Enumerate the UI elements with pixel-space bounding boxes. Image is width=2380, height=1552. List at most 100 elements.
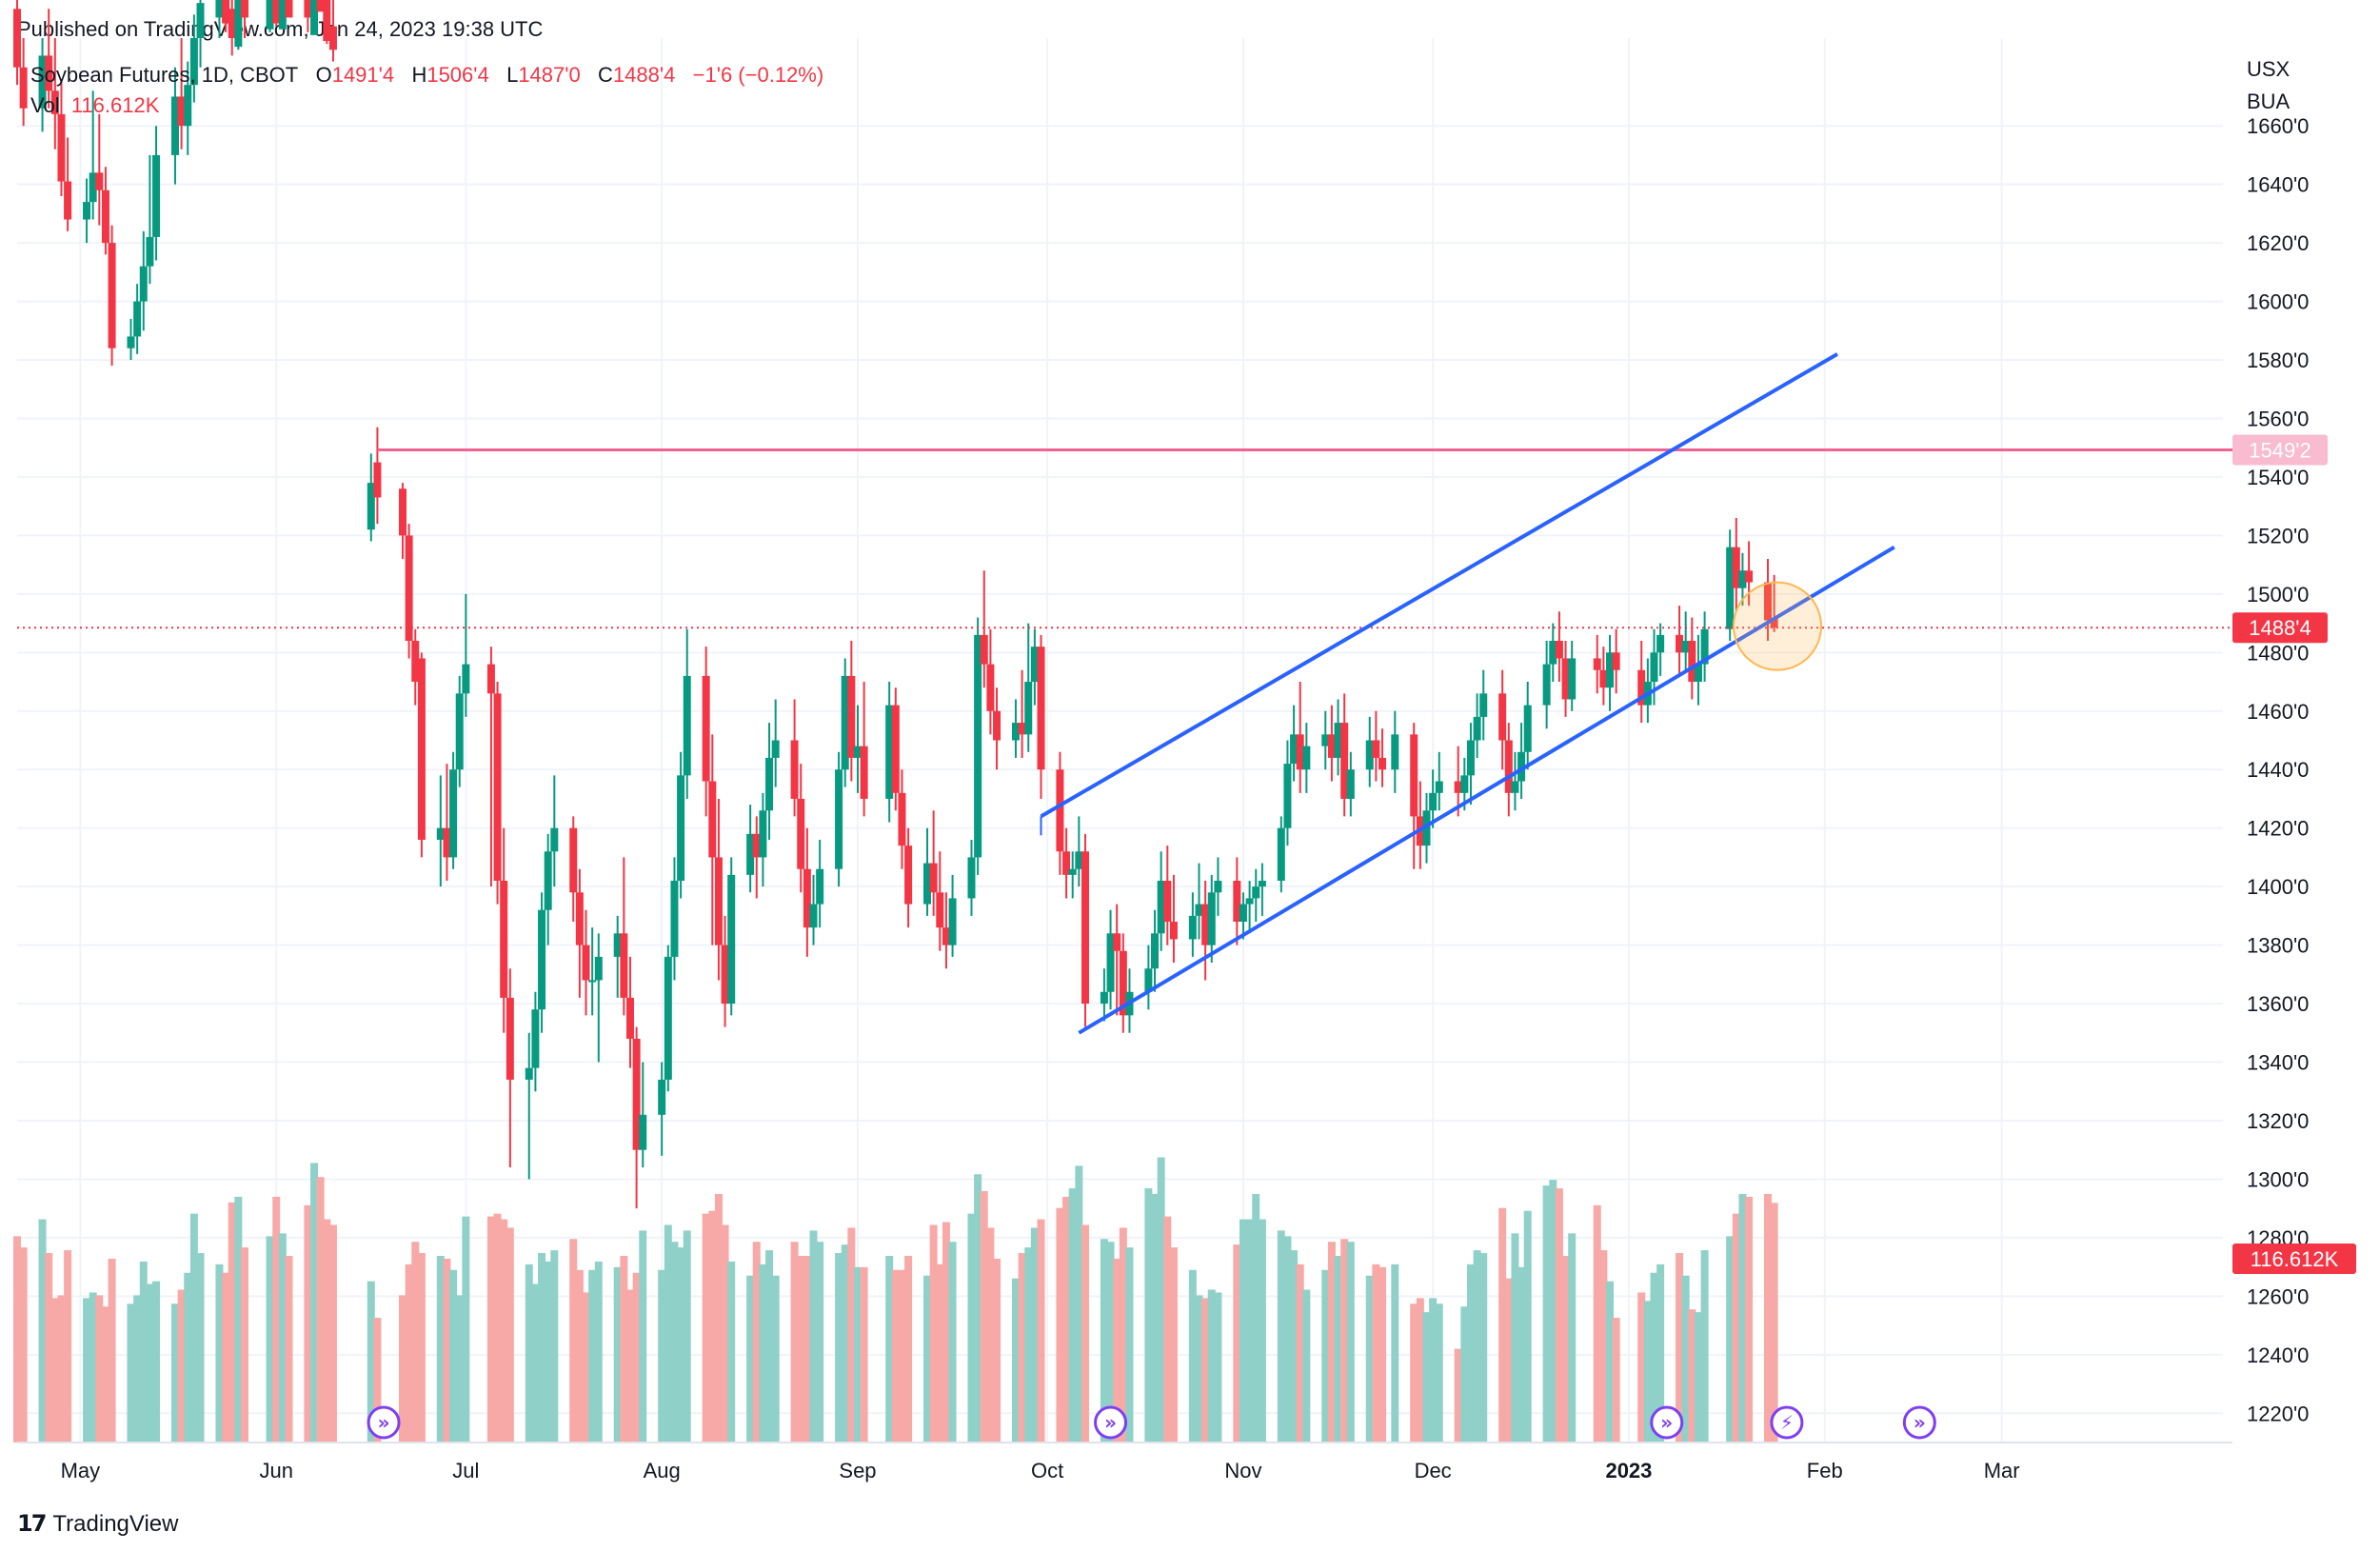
candle-body [1327,734,1336,758]
volume-bar [462,1216,470,1443]
candle-body [1726,547,1735,629]
volume-bar [1037,1219,1045,1443]
candle-body [1561,658,1570,700]
candle-body [83,202,91,220]
volume-bar [1726,1236,1735,1443]
volume-bar [1334,1256,1342,1443]
volume-bar [285,1256,293,1443]
candle-body [1365,740,1374,770]
volume-bar [57,1295,66,1443]
candle-body [639,1114,647,1150]
candle-body [1214,881,1222,893]
volume-bar [215,1263,224,1443]
candle-body [196,3,205,38]
x-tick-label: Nov [1224,1459,1261,1482]
volume-bar [790,1242,799,1443]
volume-bar [582,1292,590,1443]
volume-bar [19,1247,28,1443]
volume-bar [1030,1227,1039,1443]
volume-bar [1763,1193,1772,1443]
volume-bar [752,1242,761,1443]
volume-bar [1068,1188,1077,1443]
y-tick-label: 1640'0 [2247,173,2309,197]
volume-bar [860,1266,868,1443]
volume-bar [222,1272,230,1443]
volume-value: 116.612K [70,93,160,117]
event-marker-ring [1902,1405,1936,1440]
volume-bar [95,1295,104,1443]
time-axis[interactable]: May Jun Jul Aug Sep Oct Nov Dec 2023 Feb Mar [17,1442,2232,1482]
y-tick-label: 1440'0 [2247,758,2309,782]
price-axis[interactable]: 1660'0 1640'0 1620'0 1600'0 1580'0 1560'0 1540… [2232,57,2356,1425]
y-tick-label: 1420'0 [2247,817,2309,841]
close-label: C [598,63,613,87]
volume-bar [569,1239,578,1443]
volume-bar [1119,1227,1127,1443]
volume-bar [1700,1250,1709,1443]
volume-bar [1100,1239,1108,1443]
candle-body [189,38,198,86]
candle-body [1100,991,1108,1005]
event-marker-icon[interactable]: ⚡ [1770,1405,1804,1440]
volume-bar [1245,1219,1254,1443]
volume-bar [588,1269,597,1443]
open-value: 1491'4 [331,63,395,87]
candle-body [1542,664,1551,706]
candle-body [1163,881,1172,923]
x-tick-label: Sep [839,1459,876,1482]
volume-bar [771,1275,780,1443]
candle-body [1195,904,1203,916]
candle-body [1391,734,1399,770]
volume-bar [38,1219,47,1443]
volume-bar [1745,1196,1754,1443]
volume-bar [1372,1263,1380,1443]
volume-bar [708,1210,717,1443]
volume-bar [721,1224,729,1443]
volume-bar [1606,1281,1615,1443]
y-tick-label: 1660'0 [2247,114,2309,138]
volume-bars [13,1157,1778,1443]
y-tick-label: 1380'0 [2247,934,2309,958]
volume-bar [759,1263,767,1443]
volume-bar [1195,1295,1203,1443]
candle-body [835,769,843,869]
volume-bar [304,1204,312,1443]
candle-body [398,488,407,536]
event-marker-glyph: » [1914,1411,1926,1434]
candle-body [1151,933,1160,969]
x-tick-label: Oct [1031,1459,1063,1482]
volume-bar [1283,1236,1292,1443]
candle-body [841,675,849,770]
volume-bar [727,1261,736,1443]
candle-body [38,55,47,109]
candle-body [1763,582,1772,621]
candle-body [752,833,761,858]
candle-body [101,189,109,244]
candle-body [1612,652,1620,670]
event-marker-icon[interactable]: » [367,1405,401,1440]
volume-bar [133,1295,142,1443]
tradingview-logo[interactable]: 𝟭𝟳 TradingView [17,1510,178,1538]
event-marker-icon[interactable]: » [1902,1405,1936,1440]
y-tick-label: 1320'0 [2247,1109,2309,1133]
volume-bar [266,1236,274,1443]
candle-body [1277,827,1285,881]
volume-bar [1650,1272,1658,1443]
event-marker-icon[interactable]: » [1650,1405,1684,1440]
volume-bar [323,1219,331,1443]
x-tick-label: Mar [1984,1459,2020,1482]
volume-bar [1542,1185,1551,1443]
volume-bar [411,1242,420,1443]
volume-bar [847,1227,856,1443]
volume-bar [544,1261,552,1443]
volume-bar [1327,1242,1336,1443]
event-marker-ring [1094,1405,1128,1440]
candle-body [771,740,780,758]
volume-bar [1656,1263,1665,1443]
unit-label: BUA [2247,90,2291,113]
candle-body [234,0,243,48]
volume-bar [816,1242,824,1443]
volume-bar [1024,1247,1033,1443]
event-marker-icon[interactable]: » [1094,1405,1128,1440]
